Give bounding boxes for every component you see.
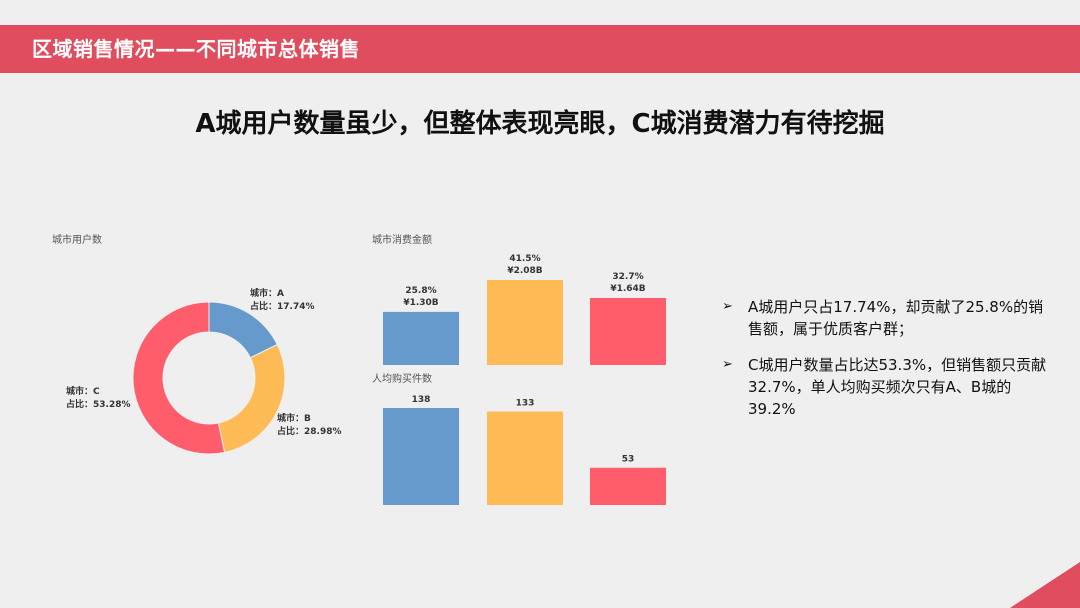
- spend-chart-title: 城市消费金额: [372, 235, 432, 246]
- spend-data-label-share: 41.5%: [509, 254, 540, 264]
- spend-bar-b: [487, 280, 563, 365]
- page-title: 区域销售情况——不同城市总体销售: [32, 37, 360, 61]
- items-bar-a: [383, 408, 459, 505]
- donut-label-share: 占比：17.74%: [250, 300, 315, 312]
- donut-label-share: 占比：53.28%: [66, 398, 131, 410]
- donut-chart-title: 城市用户数: [52, 235, 102, 246]
- header-banner: 区域销售情况——不同城市总体销售: [0, 25, 1080, 73]
- insight-text: C城用户数量占比达53.3%，但销售额只贡献32.7%，单人均购买频次只有A、B…: [748, 356, 1047, 418]
- items-data-label: 133: [516, 399, 535, 409]
- spend-data-label-share: 25.8%: [405, 286, 436, 296]
- items-data-label: 138: [412, 395, 431, 405]
- insight-list: ➢ A城用户只占17.74%，却贡献了25.8%的销售额，属于优质客户群； ➢ …: [722, 296, 1052, 434]
- insight-item: ➢ A城用户只占17.74%，却贡献了25.8%的销售额，属于优质客户群；: [722, 296, 1052, 340]
- spend-data-label-amount: ¥1.30B: [403, 298, 438, 308]
- arrow-bullet-icon: ➢: [722, 357, 733, 372]
- donut-label-city: 城市：A: [250, 287, 284, 299]
- donut-label-city: 城市：B: [277, 412, 311, 424]
- donut-label-city: 城市：C: [66, 385, 100, 397]
- donut-slice-c: [132, 301, 226, 455]
- spend-data-label-amount: ¥2.08B: [507, 266, 542, 276]
- spend-bar-a: [383, 311, 459, 365]
- items-bar-b: [487, 411, 563, 505]
- items-bar-c: [590, 467, 666, 505]
- spend-data-label-amount: ¥1.64B: [610, 284, 645, 294]
- insight-text: A城用户只占17.74%，却贡献了25.8%的销售额，属于优质客户群；: [748, 298, 1044, 338]
- donut-slice-b: [217, 343, 286, 453]
- donut-label-share: 占比：28.98%: [277, 425, 342, 437]
- headline: A城用户数量虽少，但整体表现亮眼，C城消费潜力有待挖掘: [195, 109, 885, 139]
- spend-data-label-share: 32.7%: [612, 272, 643, 282]
- items-data-label: 53: [622, 455, 635, 465]
- corner-decoration: [1010, 562, 1080, 608]
- arrow-bullet-icon: ➢: [722, 299, 733, 314]
- insight-item: ➢ C城用户数量占比达53.3%，但销售额只贡献32.7%，单人均购买频次只有A…: [722, 354, 1052, 420]
- spend-bar-c: [590, 297, 666, 365]
- items-chart-title: 人均购买件数: [372, 374, 432, 385]
